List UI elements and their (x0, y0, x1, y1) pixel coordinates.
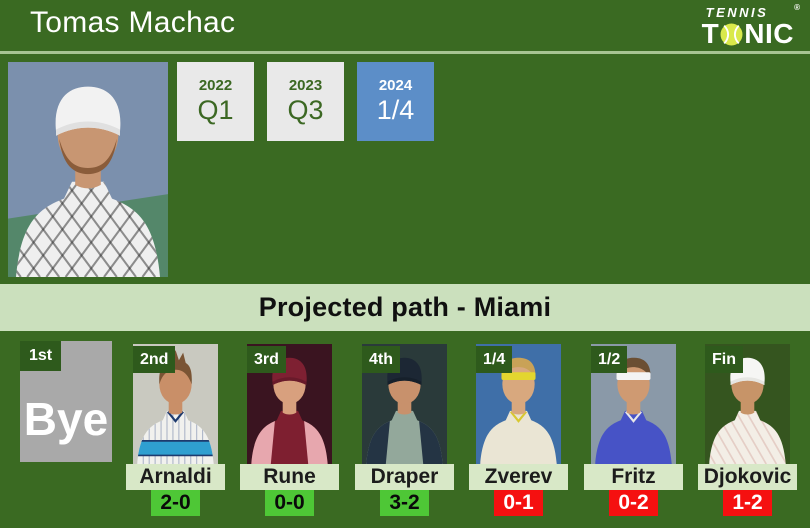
h2h-badge: 3-2 (380, 490, 429, 516)
player-photo (8, 62, 168, 277)
opponent-column-arnaldi: 2nd Arnaldi 2-0 (126, 344, 225, 516)
tennis-ball-icon (720, 23, 743, 45)
opponent-name-plate: Zverev (469, 464, 568, 490)
opponent-name-plate: Fritz (584, 464, 683, 490)
opponent-photo: Fin (705, 344, 790, 464)
round-tab: Fin (705, 346, 743, 373)
round-tab: 1st (20, 341, 62, 371)
opponent-photo: 2nd (133, 344, 218, 464)
year-box: 2024 1/4 (357, 62, 434, 141)
bye-column: 1st Bye (20, 341, 112, 462)
opponent-column-draper: 4th Draper 3-2 (355, 344, 454, 516)
year-result: Q3 (287, 95, 324, 125)
opponent-photo: 1/4 (476, 344, 561, 464)
h2h-badge: 0-0 (265, 490, 314, 516)
round-tab: 3rd (247, 346, 286, 373)
logo-tonic-text: T NIC (701, 18, 794, 49)
year-result: 1/4 (376, 95, 415, 125)
opponent-name-plate: Arnaldi (126, 464, 225, 490)
year-box: 2022 Q1 (177, 62, 254, 141)
page-title: Tomas Machac (30, 6, 236, 39)
round-tab: 1/2 (591, 346, 628, 373)
year-label: 2024 (378, 77, 413, 94)
year-result: Q1 (197, 95, 234, 125)
header-divider (0, 51, 810, 54)
h2h-badge: 0-1 (494, 490, 543, 516)
year-results: 2022 Q1 2023 Q3 2024 1/4 (177, 62, 447, 141)
bye-label: Bye (23, 392, 109, 445)
opponent-photo: 1/2 (591, 344, 676, 464)
round-tab: 2nd (133, 346, 176, 373)
projected-path-banner: Projected path - Miami (0, 284, 810, 331)
registered-mark: ® (794, 3, 800, 12)
banner-title: Projected path - Miami (258, 292, 552, 322)
year-label: 2023 (288, 77, 323, 94)
opponent-photo: 4th (362, 344, 447, 464)
opponent-name-plate: Draper (355, 464, 454, 490)
year-label: 2022 (198, 77, 233, 94)
opponent-column-zverev: 1/4 Zverev 0-1 (469, 344, 568, 516)
year-box: 2023 Q3 (267, 62, 344, 141)
opponent-column-fritz: 1/2 Fritz 0-2 (584, 344, 683, 516)
h2h-badge: 1-2 (723, 490, 772, 516)
h2h-badge: 2-0 (151, 490, 200, 516)
opponent-name-plate: Djokovic (698, 464, 797, 490)
opponent-column-rune: 3rd Rune 0-0 (240, 344, 339, 516)
opponent-name-plate: Rune (240, 464, 339, 490)
round-tab: 1/4 (476, 346, 513, 373)
opponent-photo: 3rd (247, 344, 332, 464)
h2h-badge: 0-2 (609, 490, 658, 516)
opponent-column-djokovic: Fin Djokovic 1-2 (698, 344, 797, 516)
round-tab: 4th (362, 346, 400, 373)
logo-tennis-text: TENNIS ® (705, 3, 800, 20)
tennis-tonic-logo: TENNIS ® T NIC (701, 3, 800, 49)
